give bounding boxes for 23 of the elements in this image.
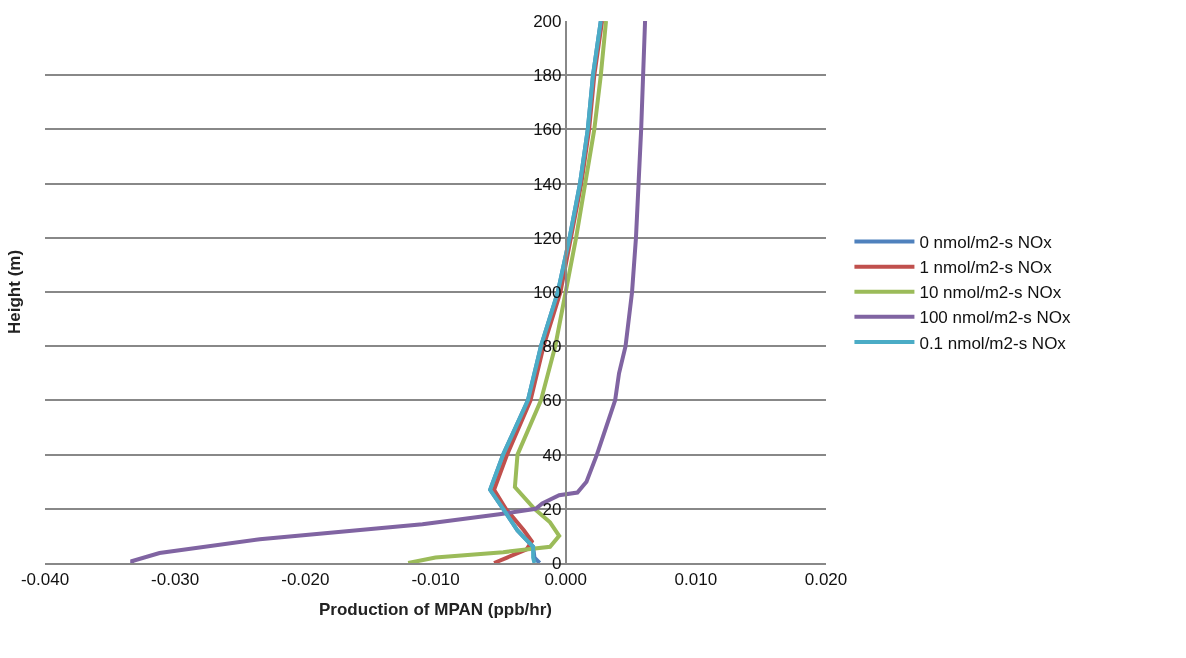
y-tick-label: 40 (542, 445, 562, 465)
y-tick-label: 0 (552, 553, 562, 573)
x-tick-label: 0.010 (674, 570, 718, 590)
y-tick-label: 180 (533, 66, 562, 86)
legend-label: 0.1 nmol/m2-s NOx (919, 333, 1067, 353)
y-tick-label: 200 (533, 11, 562, 31)
x-axis-title: Production of MPAN (ppb/hr) (319, 600, 552, 620)
legend-label: 1 nmol/m2-s NOx (919, 258, 1053, 278)
y-axis-title: Height (m) (4, 249, 24, 334)
x-tick-label: 0.020 (804, 570, 848, 590)
x-tick-label: -0.040 (20, 570, 70, 590)
x-tick-label: -0.010 (411, 570, 460, 590)
x-tick-label: -0.030 (151, 570, 200, 590)
legend-label: 100 nmol/m2-s NOx (919, 308, 1072, 328)
y-tick-label: 60 (542, 391, 562, 411)
y-tick-label: 160 (533, 120, 562, 140)
y-tick-label: 120 (533, 228, 562, 248)
legend-label: 0 nmol/m2-s NOx (919, 233, 1053, 253)
legend-label: 10 nmol/m2-s NOx (919, 283, 1062, 303)
y-tick-label: 140 (533, 174, 562, 194)
x-tick-label: -0.020 (281, 570, 330, 590)
y-tick-label: 20 (542, 499, 562, 519)
x-tick-label: 0.000 (544, 570, 587, 590)
